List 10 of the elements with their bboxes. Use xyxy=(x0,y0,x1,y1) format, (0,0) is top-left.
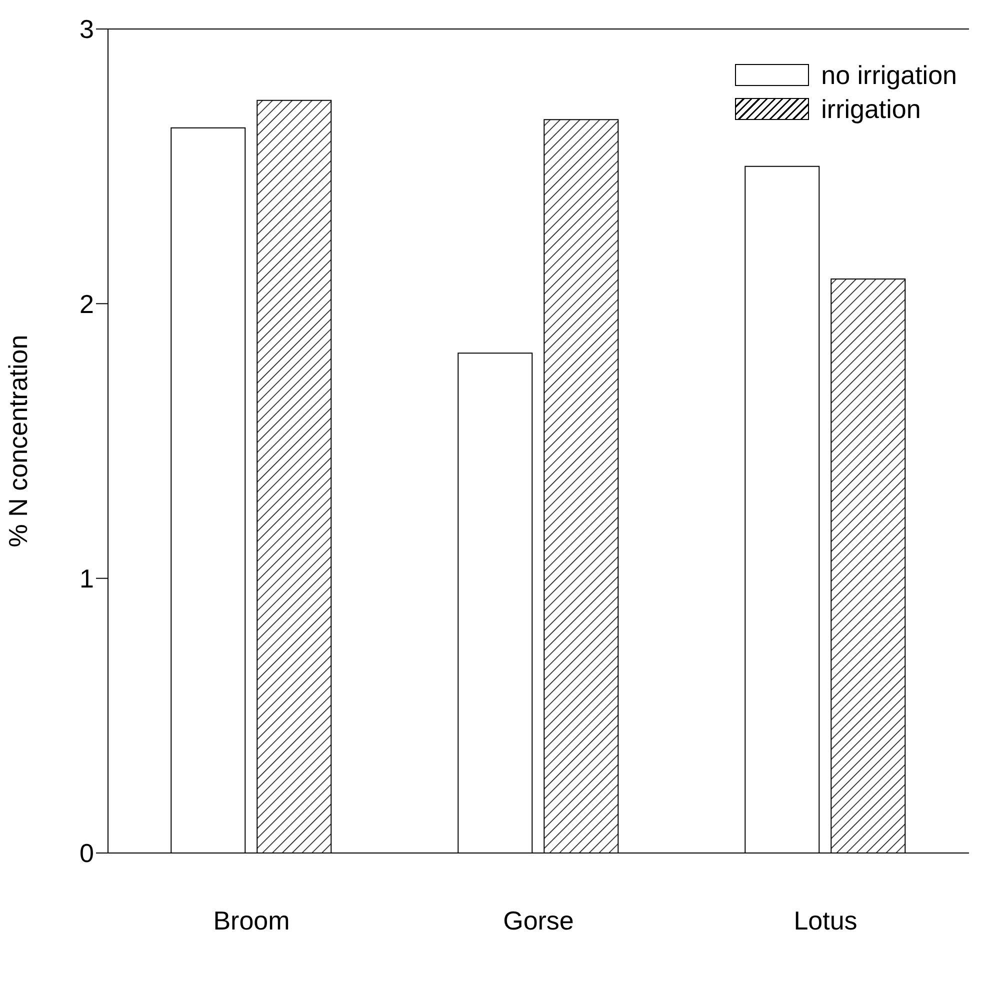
y-tick-label: 0 xyxy=(80,838,94,868)
legend-label: irrigation xyxy=(821,93,921,126)
legend-label: no irrigation xyxy=(821,59,957,92)
x-tick-label: Gorse xyxy=(503,905,574,936)
y-tick-label: 1 xyxy=(80,564,94,594)
x-tick-label: Broom xyxy=(213,905,290,936)
y-tick-label: 3 xyxy=(80,14,94,44)
y-axis-title: % N concentration xyxy=(3,334,34,548)
x-tick-label: Lotus xyxy=(794,905,858,936)
y-tick-label: 2 xyxy=(80,288,94,319)
